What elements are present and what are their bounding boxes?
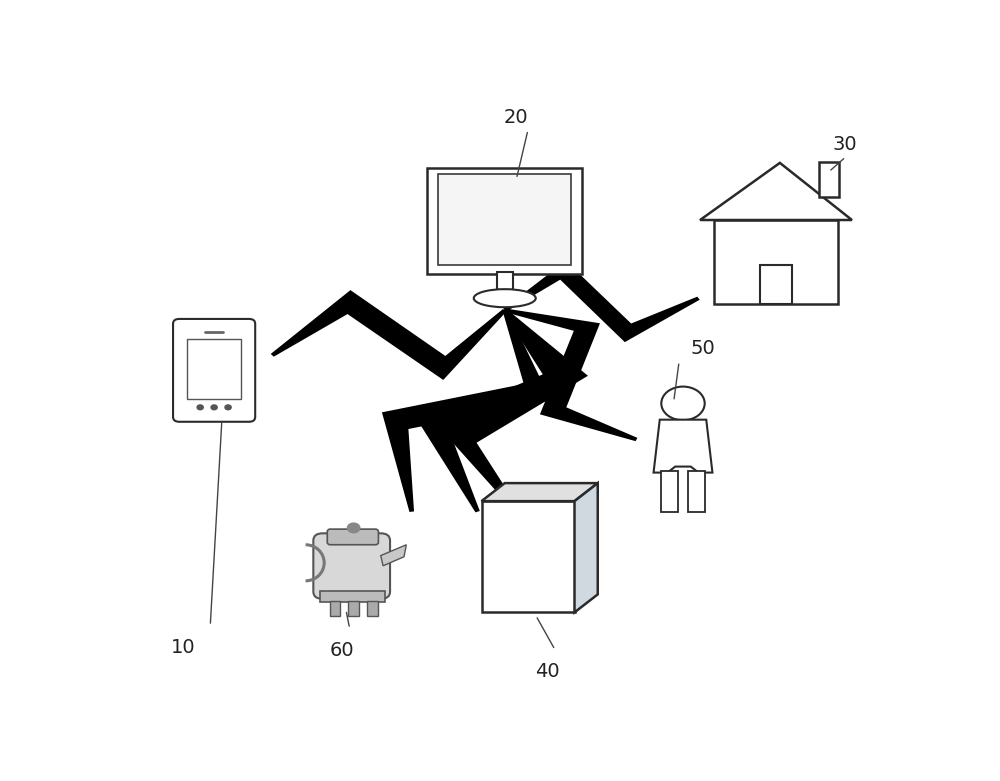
Bar [760,265,792,305]
Polygon shape [421,309,574,512]
Bar [688,471,705,512]
Circle shape [347,523,360,533]
FancyBboxPatch shape [327,529,378,545]
Polygon shape [382,310,551,512]
Polygon shape [574,483,598,612]
Bar [661,471,678,512]
Bar [348,601,359,615]
Circle shape [661,387,705,420]
Polygon shape [482,483,598,501]
Circle shape [225,405,231,410]
Bar [320,591,385,602]
Polygon shape [654,419,712,473]
Polygon shape [271,290,507,380]
FancyBboxPatch shape [173,319,255,422]
Polygon shape [381,545,406,565]
Bar [367,601,378,615]
Text: 10: 10 [171,638,195,657]
Bar [497,272,512,294]
Text: 20: 20 [504,108,529,127]
Bar [714,220,838,305]
Bar [482,501,574,612]
Bar [819,162,839,197]
Circle shape [197,405,203,410]
Text: 50: 50 [691,339,716,358]
Ellipse shape [474,289,536,307]
Bar [187,339,241,399]
Polygon shape [503,261,700,342]
FancyBboxPatch shape [313,533,390,599]
Text: 40: 40 [535,662,560,681]
Polygon shape [700,163,852,220]
Bar [330,601,340,615]
Bar [438,174,571,265]
Circle shape [211,405,217,410]
Bar [427,168,582,274]
Polygon shape [504,308,637,441]
Text: 60: 60 [330,641,354,660]
Polygon shape [447,309,588,515]
Text: 30: 30 [833,135,857,154]
